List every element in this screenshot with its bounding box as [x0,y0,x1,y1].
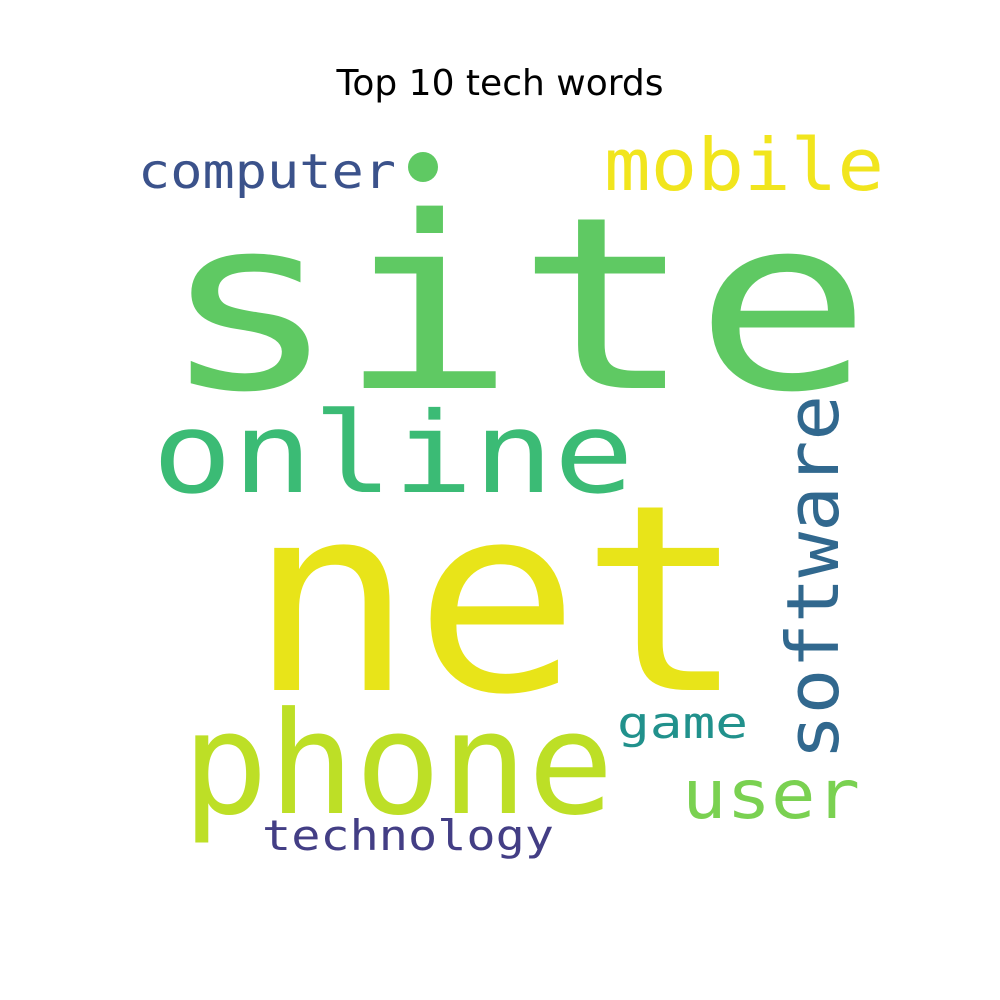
word-online: online [152,389,634,519]
word-software: software [771,395,855,760]
word-mobile: mobile [604,123,884,207]
dot-mark [408,152,438,182]
word-phone: phone [182,682,614,847]
word-net: net [248,450,746,752]
word-user: user [682,756,860,835]
word-computer: computer [138,144,396,200]
word-game: game [617,698,748,749]
word-site: site [160,165,872,445]
chart-title: Top 10 tech words [336,63,664,104]
word-technology: technology [262,811,554,860]
